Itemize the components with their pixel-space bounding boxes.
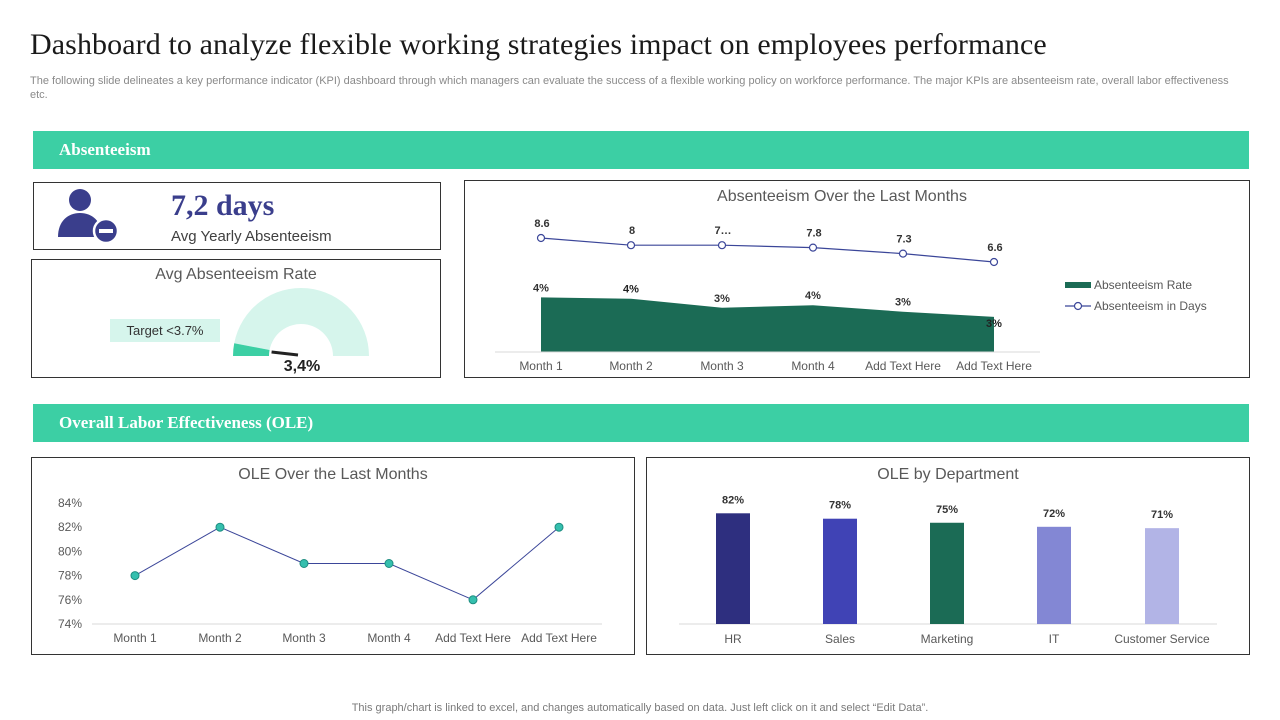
ole-bar (930, 522, 964, 624)
ole-bar-label: 82% (722, 494, 744, 506)
absenteeism-days-point (989, 257, 999, 267)
section-header-absenteeism: Absenteeism (33, 131, 1249, 169)
ole-bar (1037, 526, 1071, 624)
kpi-label: Avg Yearly Absenteeism (171, 228, 332, 245)
ole-bar-category: HR (724, 632, 742, 646)
ole-line (134, 526, 560, 601)
absenteeism-days-line (540, 237, 995, 263)
footer-note: This graph/chart is linked to excel, and… (351, 702, 929, 714)
gauge-title: Avg Absenteeism Rate (155, 266, 317, 283)
ole-line-chart: 84% 82% 80% 78% 76% 74% Month 1 Month 2 Month 3 M… (58, 496, 602, 645)
legend-rate-swatch (1065, 282, 1091, 288)
absenteeism-days-point (626, 241, 636, 250)
absenteeism-days-point (898, 249, 908, 258)
absenteeism-days-label: 7.8 (806, 228, 821, 240)
gauge-panel: Avg Absenteeism Rate Target <3.7% 3,4% (31, 259, 441, 378)
ole-bar-label: 72% (1043, 508, 1065, 520)
ole-y-tick: 82% (58, 520, 82, 534)
ole-x-tick: Month 3 (282, 631, 326, 645)
ole-point (130, 571, 140, 581)
ole-y-tick: 78% (58, 569, 82, 583)
absenteeism-days-label: 7.3 (896, 234, 911, 246)
absenteeism-chart-title: Absenteeism Over the Last Months (717, 188, 967, 205)
absenteeism-x-tick: Add Text Here (865, 359, 941, 373)
ole-bar-category: IT (1049, 632, 1060, 646)
absenteeism-rate-label: 4% (533, 282, 549, 294)
absenteeism-x-tick: Month 3 (700, 359, 744, 373)
ole-bar-category: Sales (825, 632, 855, 646)
ole-bar-category: Marketing (921, 632, 974, 646)
ole-bar-category: Customer Service (1114, 632, 1210, 646)
page-subtitle: The following slide delineates a key per… (30, 75, 1229, 101)
ole-x-tick: Month 4 (367, 631, 411, 645)
kpi-card: 7,2 days Avg Yearly Absenteeism (33, 182, 441, 250)
gauge-value-arc (233, 343, 270, 356)
section-header-ole: Overall Labor Effectiveness (OLE) (33, 404, 1249, 442)
ole-bar-label: 71% (1151, 509, 1173, 521)
ole-bar (716, 513, 750, 624)
page-title: Dashboard to analyze flexible working st… (30, 28, 1047, 61)
ole-point (384, 559, 394, 568)
ole-y-tick: 80% (58, 544, 82, 558)
ole-bar-title: OLE by Department (877, 466, 1019, 483)
ole-line-panel: OLE Over the Last Months 84% 82% 80% 78% 76%… (31, 457, 635, 655)
ole-bar-chart: 82% HR 78% Sales 75% Marketing 72% IT 71% Custome… (679, 494, 1217, 646)
ole-x-tick: Month 1 (113, 631, 157, 645)
gauge-target-label: Target <3.7% (127, 323, 204, 338)
ole-point (299, 559, 309, 568)
absenteeism-rate-label: 4% (805, 290, 821, 302)
legend-days-marker (1073, 301, 1083, 311)
kpi-value: 7,2 days (171, 189, 275, 222)
user-minus-icon (58, 189, 120, 245)
legend-rate-label: Absenteeism Rate (1094, 278, 1192, 292)
absenteeism-chart: 4% 4% 3% 4% 3% 3% 8.6 8 7… 7.8 7.3 6.6 Month 1 Month … (495, 218, 1207, 373)
absenteeism-days-label: 8.6 (534, 218, 549, 230)
absenteeism-rate-label: 3% (986, 318, 1002, 330)
absenteeism-x-tick: Month 2 (609, 359, 653, 373)
absenteeism-x-tick: Month 1 (519, 359, 563, 373)
absenteeism-days-point (808, 243, 818, 252)
ole-y-tick: 76% (58, 593, 82, 607)
ole-x-tick: Month 2 (198, 631, 242, 645)
absenteeism-rate-label: 3% (895, 297, 911, 309)
ole-bar-panel: OLE by Department 82% HR 78% Sales 75% Market… (646, 457, 1250, 655)
absenteeism-rate-label: 3% (714, 293, 730, 305)
absenteeism-rate-label: 4% (623, 284, 639, 296)
ole-y-tick: 84% (58, 496, 82, 510)
gauge-value-label: 3,4% (284, 358, 320, 375)
ole-x-tick: Add Text Here (521, 631, 597, 645)
gauge-chart: Target <3.7% 3,4% (110, 287, 369, 375)
ole-x-tick: Add Text Here (435, 631, 511, 645)
ole-bar-label: 78% (829, 500, 851, 512)
absenteeism-x-tick: Month 4 (791, 359, 835, 373)
absenteeism-days-label: 8 (629, 225, 635, 237)
ole-point (215, 522, 225, 532)
gauge-remaining-arc (234, 287, 369, 356)
ole-bar (1145, 528, 1179, 624)
absenteeism-days-point (536, 233, 546, 243)
absenteeism-chart-panel: Absenteeism Over the Last Months 4% 4% 3% 4… (464, 180, 1250, 378)
ole-line-title: OLE Over the Last Months (238, 466, 428, 483)
gauge-target-box (110, 319, 220, 342)
ole-y-tick: 74% (58, 617, 82, 631)
ole-point (468, 595, 478, 605)
ole-point (554, 522, 564, 532)
legend-days-label: Absenteeism in Days (1094, 299, 1207, 313)
absenteeism-days-label: 6.6 (987, 242, 1002, 254)
absenteeism-x-tick: Add Text Here (956, 359, 1032, 373)
absenteeism-days-label: 7… (714, 225, 731, 237)
ole-bar (823, 518, 857, 624)
gauge-needle (271, 350, 299, 357)
absenteeism-rate-area (541, 297, 994, 352)
ole-bar-label: 75% (936, 504, 958, 516)
absenteeism-days-point (717, 241, 727, 250)
